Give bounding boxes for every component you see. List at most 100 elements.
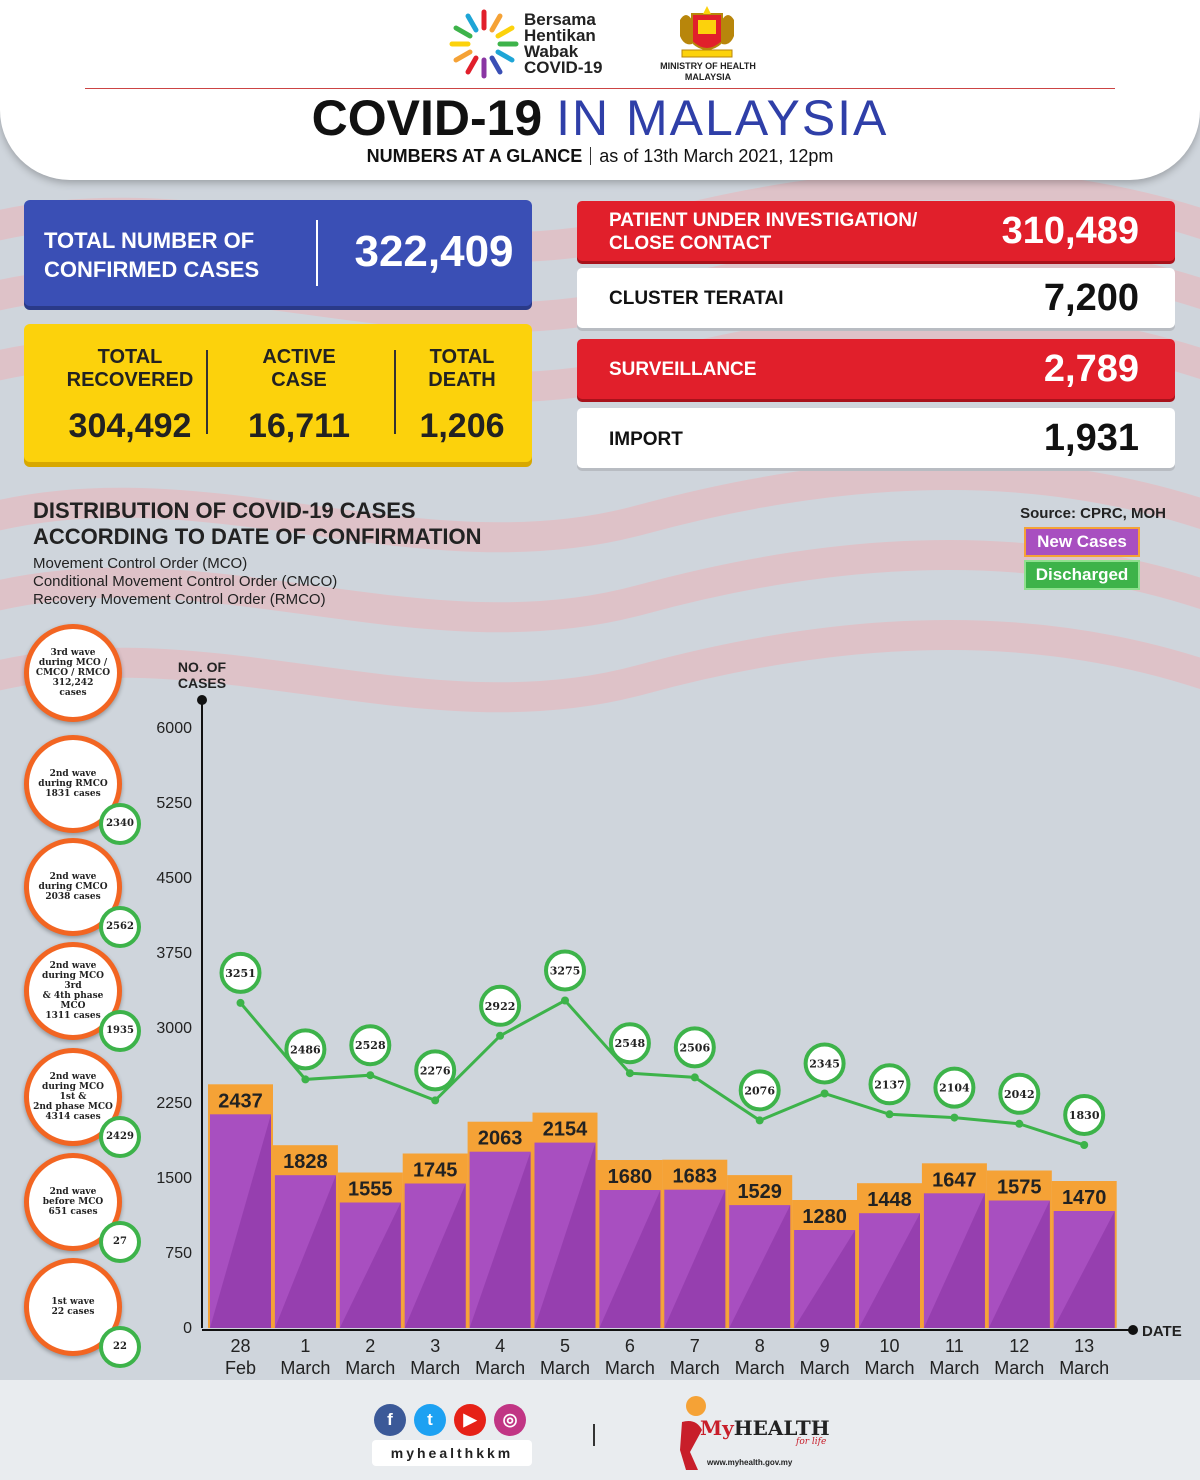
cases-chart: NO. OFCASES07501500225030003750450052506… bbox=[156, 659, 1182, 1378]
source-row-import: IMPORT 1,931 bbox=[577, 408, 1175, 468]
bar-value-label: 1280 bbox=[802, 1206, 847, 1228]
x-tick-day: 12 bbox=[1009, 1336, 1029, 1356]
bar-shade bbox=[210, 1114, 271, 1328]
header-panel: Bersama Hentikan Wabak COVID-19 MINISTRY… bbox=[0, 0, 1200, 180]
title-rest: IN MALAYSIA bbox=[556, 90, 889, 146]
discharged-badge bbox=[349, 1024, 392, 1067]
discharged-badge bbox=[673, 1026, 716, 1069]
discharged-point bbox=[755, 1116, 764, 1125]
bar-shade bbox=[1053, 1211, 1115, 1328]
myhealth-tagline: for life bbox=[796, 1437, 827, 1447]
outcome-box: TOTAL RECOVERED 304,492 ACTIVE CASE 16,711… bbox=[24, 324, 532, 462]
bar-value-label: 2154 bbox=[543, 1119, 588, 1141]
x-tick-month: March bbox=[1059, 1358, 1109, 1378]
wave-label: 2nd wave during RMCO 1831 cases bbox=[38, 769, 108, 799]
distribution-notes: Movement Control Order (MCO) Conditional… bbox=[33, 555, 338, 608]
confirmed-cases-value: 322,409 bbox=[354, 227, 514, 276]
outcome-divider bbox=[394, 350, 396, 434]
active-stat: ACTIVE CASE 16,711 bbox=[214, 346, 384, 448]
x-tick-day: 9 bbox=[820, 1336, 830, 1356]
wave-discharged-badge: 2429 bbox=[99, 1116, 141, 1158]
discharged-point bbox=[820, 1089, 829, 1098]
source-value: 1,931 bbox=[1043, 417, 1139, 459]
bar-shade bbox=[859, 1213, 920, 1328]
x-tick-day: 6 bbox=[625, 1336, 635, 1356]
instagram-icon[interactable]: ◎ bbox=[494, 1404, 526, 1436]
x-tick-day: 2 bbox=[365, 1336, 375, 1356]
discharged-badge bbox=[738, 1069, 781, 1112]
x-tick-day: 1 bbox=[300, 1336, 310, 1356]
discharged-value-label: 3275 bbox=[550, 965, 581, 978]
wave-label: 2nd wave during CMCO 2038 cases bbox=[38, 872, 108, 902]
bar-value-label: 1647 bbox=[932, 1169, 977, 1191]
discharged-badge bbox=[998, 1072, 1041, 1115]
discharged-value-label: 2922 bbox=[485, 1000, 516, 1013]
myhealth-url: www.myhealth.gov.my bbox=[707, 1458, 793, 1467]
bar-value-label: 1555 bbox=[348, 1179, 393, 1201]
discharged-value-label: 2345 bbox=[809, 1058, 840, 1071]
x-tick-day: 13 bbox=[1074, 1336, 1094, 1356]
legend-discharged: Discharged bbox=[1024, 560, 1140, 590]
y-tick-label: 2250 bbox=[156, 1095, 192, 1112]
legend-new-cases: New Cases bbox=[1024, 527, 1140, 557]
confirmed-divider bbox=[316, 220, 318, 286]
campaign-logo-text: Bersama Hentikan Wabak COVID-19 bbox=[524, 10, 603, 77]
bar-value-label: 1680 bbox=[608, 1166, 653, 1188]
youtube-icon[interactable]: ▶ bbox=[454, 1404, 486, 1436]
twitter-icon[interactable]: t bbox=[414, 1404, 446, 1436]
bar-value-label: 1448 bbox=[867, 1189, 912, 1211]
y-tick-label: 1500 bbox=[156, 1170, 192, 1187]
bar-shade bbox=[274, 1175, 336, 1328]
y-axis-title: NO. OF bbox=[178, 659, 227, 675]
x-tick-month: March bbox=[475, 1358, 525, 1378]
bar-shade bbox=[599, 1190, 661, 1328]
discharged-badge bbox=[868, 1063, 911, 1106]
x-tick-day: 3 bbox=[430, 1336, 440, 1356]
source-value: 310,489 bbox=[1001, 210, 1139, 252]
death-value: 1,206 bbox=[419, 407, 505, 445]
confirmed-cases-box: TOTAL NUMBER OF CONFIRMED CASES 322,409 bbox=[24, 200, 532, 306]
wave-discharged-badge: 2562 bbox=[99, 906, 141, 948]
header-divider bbox=[85, 88, 1115, 89]
x-tick-month: Feb bbox=[225, 1358, 256, 1378]
y-tick-label: 3750 bbox=[156, 945, 192, 962]
x-tick-day: 28 bbox=[230, 1336, 250, 1356]
chart-source: Source: CPRC, MOH bbox=[1020, 505, 1166, 522]
discharged-badge bbox=[414, 1049, 457, 1092]
x-tick-month: March bbox=[345, 1358, 395, 1378]
wave-discharged-badge: 1935 bbox=[99, 1010, 141, 1052]
discharged-point bbox=[561, 996, 569, 1005]
discharged-badge bbox=[933, 1066, 976, 1109]
confirmed-cases-label: TOTAL NUMBER OF CONFIRMED CASES bbox=[44, 228, 260, 282]
malaysia-crest-icon bbox=[680, 6, 734, 58]
discharged-point bbox=[885, 1110, 894, 1119]
title-bold: COVID-19 bbox=[311, 90, 543, 146]
discharged-point bbox=[1080, 1141, 1089, 1149]
discharged-badge bbox=[219, 951, 262, 994]
y-axis-title: CASES bbox=[178, 675, 226, 691]
wave-label: 2nd wave during MCO 3rd & 4th phase MCO 131… bbox=[42, 961, 104, 1021]
x-tick-day: 7 bbox=[690, 1336, 700, 1356]
x-tick-month: March bbox=[994, 1358, 1044, 1378]
discharged-badge bbox=[284, 1028, 327, 1071]
social-handle: myhealthkkm bbox=[372, 1440, 532, 1466]
x-axis-title: DATE bbox=[1142, 1323, 1182, 1340]
ministry-label: MINISTRY OF HEALTH MALAYSIA bbox=[660, 61, 756, 82]
discharged-badge bbox=[803, 1042, 846, 1085]
discharged-value-label: 2506 bbox=[679, 1041, 710, 1054]
x-tick-month: March bbox=[800, 1358, 850, 1378]
wave-label: 3rd wave during MCO / CMCO / RMCO 312,242 ca… bbox=[35, 648, 111, 698]
source-value: 7,200 bbox=[1043, 277, 1139, 319]
facebook-icon[interactable]: f bbox=[374, 1404, 406, 1436]
wave-label: 2nd wave before MCO 651 cases bbox=[42, 1187, 104, 1217]
source-row-surveillance: SURVEILLANCE 2,789 bbox=[577, 339, 1175, 399]
bar-shade bbox=[794, 1230, 856, 1328]
discharged-line bbox=[239, 998, 1085, 1147]
discharged-badge bbox=[544, 949, 586, 992]
wave-discharged-badge: 22 bbox=[99, 1326, 141, 1368]
bar-value-label: 1745 bbox=[413, 1160, 458, 1182]
discharged-point bbox=[366, 1071, 375, 1080]
x-tick-day: 11 bbox=[945, 1336, 964, 1356]
subtitle-date: as of 13th March 2021, 12pm bbox=[599, 146, 834, 166]
discharged-point bbox=[625, 1069, 634, 1078]
